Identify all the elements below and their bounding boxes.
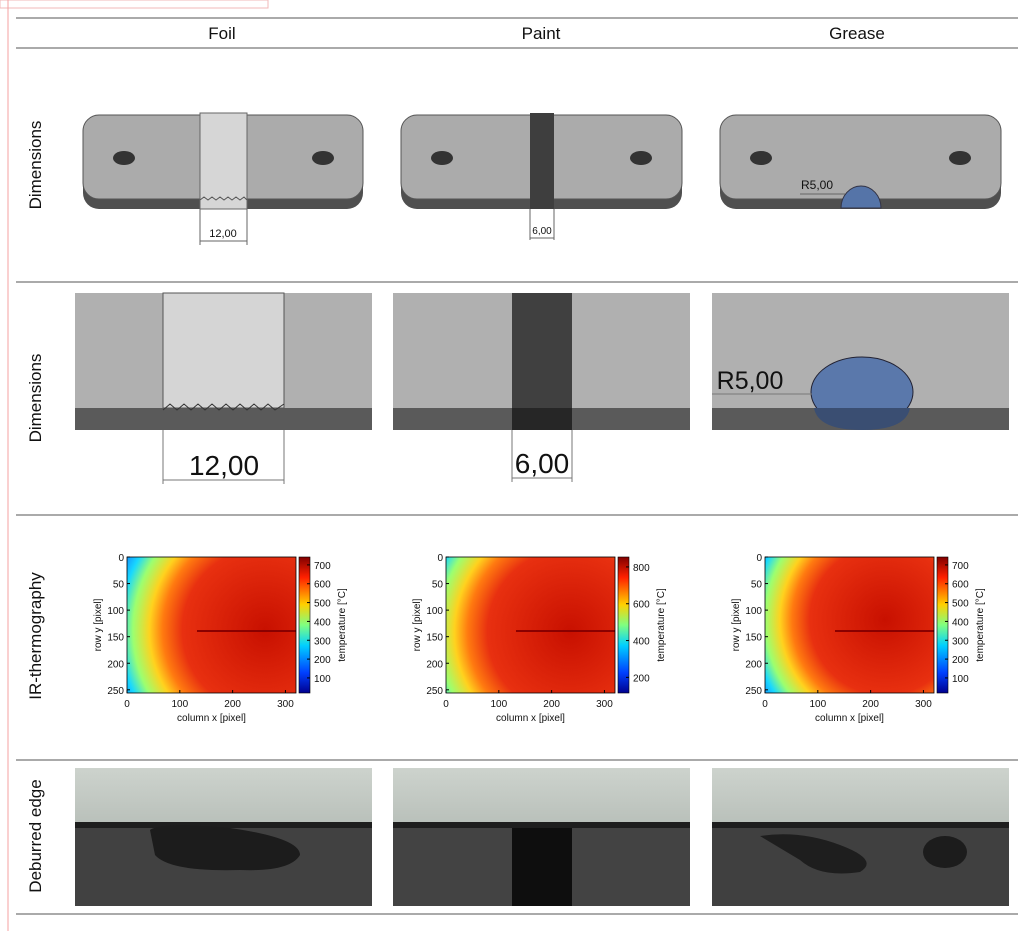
plate-paint bbox=[401, 113, 682, 240]
heatmap: 0 100 200 300 0 50 100 150 200 250 column x [pixel… bbox=[412, 553, 667, 724]
y-tick-label: 100 bbox=[745, 606, 762, 617]
heatmap-image bbox=[446, 557, 615, 693]
colorbar-tick-label: 300 bbox=[314, 636, 331, 647]
colorbar-tick-label: 200 bbox=[314, 655, 331, 666]
row-label: Dimensions bbox=[26, 354, 45, 443]
y-axis-label: row y [pixel] bbox=[93, 598, 104, 651]
colorbar bbox=[299, 557, 310, 693]
photo-paint bbox=[393, 768, 690, 906]
heatmap: 0 100 200 300 0 50 100 150 200 250 column x [pixel… bbox=[731, 553, 986, 724]
x-tick-label: 100 bbox=[490, 699, 507, 710]
x-tick-label: 300 bbox=[915, 699, 932, 710]
y-axis-label: row y [pixel] bbox=[412, 598, 423, 651]
plate-grease bbox=[720, 115, 1001, 209]
y-tick-label: 0 bbox=[437, 553, 443, 564]
y-tick-label: 150 bbox=[745, 633, 762, 644]
dimension-label: 6,00 bbox=[515, 448, 570, 479]
dimension-label: 6,00 bbox=[532, 226, 552, 237]
figure: Foil Paint Grease Dimensions Dimensions … bbox=[0, 0, 1018, 931]
x-tick-label: 100 bbox=[171, 699, 188, 710]
dimension-label: 12,00 bbox=[189, 450, 259, 481]
y-tick-label: 250 bbox=[107, 686, 124, 697]
section-grease bbox=[712, 293, 1009, 430]
y-tick-label: 100 bbox=[107, 606, 124, 617]
y-tick-label: 200 bbox=[745, 659, 762, 670]
dimension-label: R5,00 bbox=[801, 178, 833, 192]
x-axis-label: column x [pixel] bbox=[496, 713, 565, 724]
colorbar-tick-label: 300 bbox=[952, 636, 969, 647]
y-tick-label: 50 bbox=[432, 580, 444, 591]
column-header: Foil bbox=[208, 24, 235, 43]
heatmap: 0 100 200 300 0 50 100 150 200 250 column x [pixel… bbox=[93, 553, 348, 724]
colorbar-tick-label: 200 bbox=[952, 655, 969, 666]
colorbar bbox=[618, 557, 629, 693]
colorbar-tick-label: 800 bbox=[633, 563, 650, 574]
colorbar-tick-label: 200 bbox=[633, 673, 650, 684]
column-header: Grease bbox=[829, 24, 885, 43]
x-tick-label: 100 bbox=[809, 699, 826, 710]
colorbar-label: temperature [°C] bbox=[337, 588, 348, 662]
x-tick-label: 0 bbox=[443, 699, 449, 710]
colorbar-tick-label: 700 bbox=[952, 561, 969, 572]
column-header: Paint bbox=[522, 24, 561, 43]
frame-mark bbox=[0, 0, 268, 8]
colorbar-tick-label: 100 bbox=[952, 674, 969, 685]
y-tick-label: 200 bbox=[426, 659, 443, 670]
thermography-row: 0 100 200 300 0 50 100 150 200 250 column x [pixel… bbox=[93, 553, 986, 724]
colorbar-label: temperature [°C] bbox=[656, 588, 667, 662]
heatmap-image bbox=[127, 557, 296, 693]
row-label: Deburred edge bbox=[26, 779, 45, 892]
y-tick-label: 0 bbox=[118, 553, 124, 564]
dimension-label: R5,00 bbox=[717, 367, 784, 395]
y-axis-label: row y [pixel] bbox=[731, 598, 742, 651]
plate-foil bbox=[83, 113, 363, 245]
y-tick-label: 50 bbox=[751, 580, 763, 591]
colorbar-tick-label: 400 bbox=[314, 617, 331, 628]
x-tick-label: 300 bbox=[596, 699, 613, 710]
colorbar-tick-label: 500 bbox=[314, 599, 331, 610]
colorbar-tick-label: 600 bbox=[633, 600, 650, 611]
y-tick-label: 250 bbox=[745, 686, 762, 697]
x-tick-label: 0 bbox=[762, 699, 768, 710]
x-tick-label: 200 bbox=[862, 699, 879, 710]
x-axis-label: column x [pixel] bbox=[815, 713, 884, 724]
y-tick-label: 50 bbox=[113, 580, 125, 591]
x-axis-label: column x [pixel] bbox=[177, 713, 246, 724]
colorbar-tick-label: 600 bbox=[952, 580, 969, 591]
y-tick-label: 250 bbox=[426, 686, 443, 697]
photo-grease bbox=[712, 768, 1009, 906]
colorbar-tick-label: 400 bbox=[952, 617, 969, 628]
dimension-label: 12,00 bbox=[209, 228, 237, 240]
colorbar-tick-label: 400 bbox=[633, 637, 650, 648]
colorbar-tick-label: 100 bbox=[314, 674, 331, 685]
row-label: IR-thermography bbox=[26, 572, 45, 700]
y-tick-label: 0 bbox=[756, 553, 762, 564]
x-tick-label: 200 bbox=[543, 699, 560, 710]
y-tick-label: 100 bbox=[426, 606, 443, 617]
x-tick-label: 200 bbox=[224, 699, 241, 710]
colorbar-tick-label: 700 bbox=[314, 561, 331, 572]
heatmap-image bbox=[765, 557, 934, 693]
x-tick-label: 0 bbox=[124, 699, 130, 710]
y-tick-label: 200 bbox=[107, 659, 124, 670]
colorbar bbox=[937, 557, 948, 693]
row-label: Dimensions bbox=[26, 121, 45, 210]
colorbar-label: temperature [°C] bbox=[975, 588, 986, 662]
y-tick-label: 150 bbox=[107, 633, 124, 644]
y-tick-label: 150 bbox=[426, 633, 443, 644]
colorbar-tick-label: 500 bbox=[952, 599, 969, 610]
colorbar-tick-label: 600 bbox=[314, 580, 331, 591]
photo-foil bbox=[75, 768, 372, 906]
x-tick-label: 300 bbox=[277, 699, 294, 710]
